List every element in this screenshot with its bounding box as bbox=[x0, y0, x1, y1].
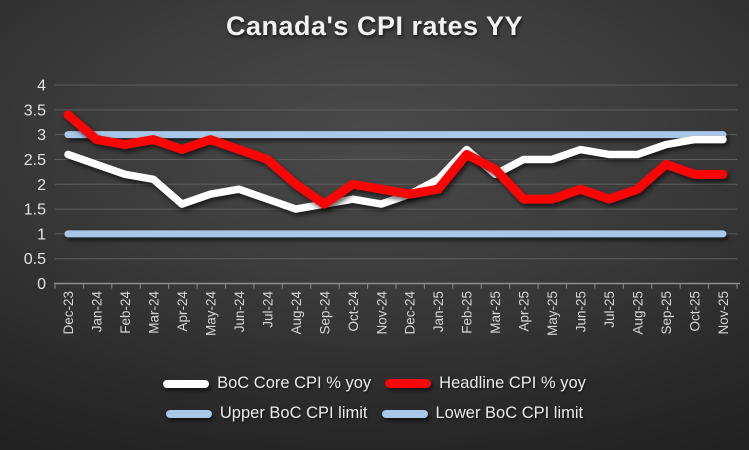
y-tick-label: 3 bbox=[37, 127, 46, 144]
x-tick-label: Apr-25 bbox=[517, 291, 532, 332]
x-tick-label: Mar-24 bbox=[146, 291, 161, 334]
x-tick-label: Jul-24 bbox=[260, 291, 275, 328]
legend-item-core: BoC Core CPI % yoy bbox=[163, 374, 371, 393]
x-tick-label: Aug-25 bbox=[631, 291, 646, 335]
x-tick-label: Mar-25 bbox=[488, 291, 503, 334]
x-tick-label: Dec-23 bbox=[61, 291, 76, 335]
x-tick-label: May-24 bbox=[203, 291, 218, 337]
x-tick-label: Oct-24 bbox=[346, 291, 361, 332]
lower-limit-swatch bbox=[381, 409, 428, 418]
y-tick-label: 1.5 bbox=[24, 202, 46, 219]
series-line-boc-core bbox=[64, 135, 727, 213]
legend-item-upper-limit: Upper BoC CPI limit bbox=[165, 404, 368, 423]
legend-item-lower-limit: Lower BoC CPI limit bbox=[381, 404, 584, 423]
chart-title: Canada's CPI rates YY bbox=[225, 11, 524, 41]
series-line-headline bbox=[63, 110, 728, 209]
y-tick-label: 2 bbox=[37, 177, 46, 194]
x-tick-label: Apr-24 bbox=[175, 291, 190, 332]
x-tick-label: Nov-25 bbox=[716, 291, 731, 335]
x-tick-label: Jan-24 bbox=[89, 291, 104, 333]
legend-label-headline: Headline CPI % yoy bbox=[439, 374, 586, 392]
x-tick-label: Feb-25 bbox=[460, 291, 475, 334]
y-tick-label: 1 bbox=[37, 226, 46, 243]
legend-row-2: Upper BoC CPI limit Lower BoC CPI limit bbox=[165, 404, 584, 423]
y-tick-label: 0.5 bbox=[24, 251, 46, 268]
x-tick-label: Jun-25 bbox=[574, 291, 589, 332]
x-tick-label: Sep-25 bbox=[659, 291, 674, 335]
x-tick-label: Nov-24 bbox=[374, 291, 389, 335]
y-tick-label: 0 bbox=[37, 276, 46, 293]
legend-item-headline: Headline CPI % yoy bbox=[385, 374, 586, 393]
core-line-swatch bbox=[163, 379, 210, 388]
upper-limit-swatch bbox=[165, 409, 212, 418]
x-tick-label: Feb-24 bbox=[118, 291, 133, 334]
x-tick-label: Jul-25 bbox=[602, 291, 617, 328]
x-tick-label: Dec-24 bbox=[403, 291, 418, 335]
legend-label-upper-limit: Upper BoC CPI limit bbox=[219, 404, 368, 422]
legend-label-core: BoC Core CPI % yoy bbox=[217, 374, 372, 392]
x-tick-label: Sep-24 bbox=[317, 291, 332, 335]
y-tick-label: 2.5 bbox=[24, 152, 46, 169]
x-tick-label: May-25 bbox=[545, 291, 560, 336]
legend-label-lower-limit: Lower BoC CPI limit bbox=[435, 404, 584, 422]
x-tick-label: Aug-24 bbox=[289, 291, 304, 335]
x-tick-label: Oct-25 bbox=[688, 291, 703, 332]
headline-line-swatch bbox=[385, 379, 432, 388]
x-tick-label: Jan-25 bbox=[431, 291, 446, 332]
x-tick-label: Jun-24 bbox=[232, 291, 247, 333]
y-tick-label: 3.5 bbox=[24, 102, 46, 119]
legend-row-1: BoC Core CPI % yoy Headline CPI % yoy bbox=[163, 374, 586, 393]
legend: BoC Core CPI % yoy Headline CPI % yoy Up… bbox=[0, 374, 749, 423]
y-tick-label: 4 bbox=[37, 78, 46, 95]
